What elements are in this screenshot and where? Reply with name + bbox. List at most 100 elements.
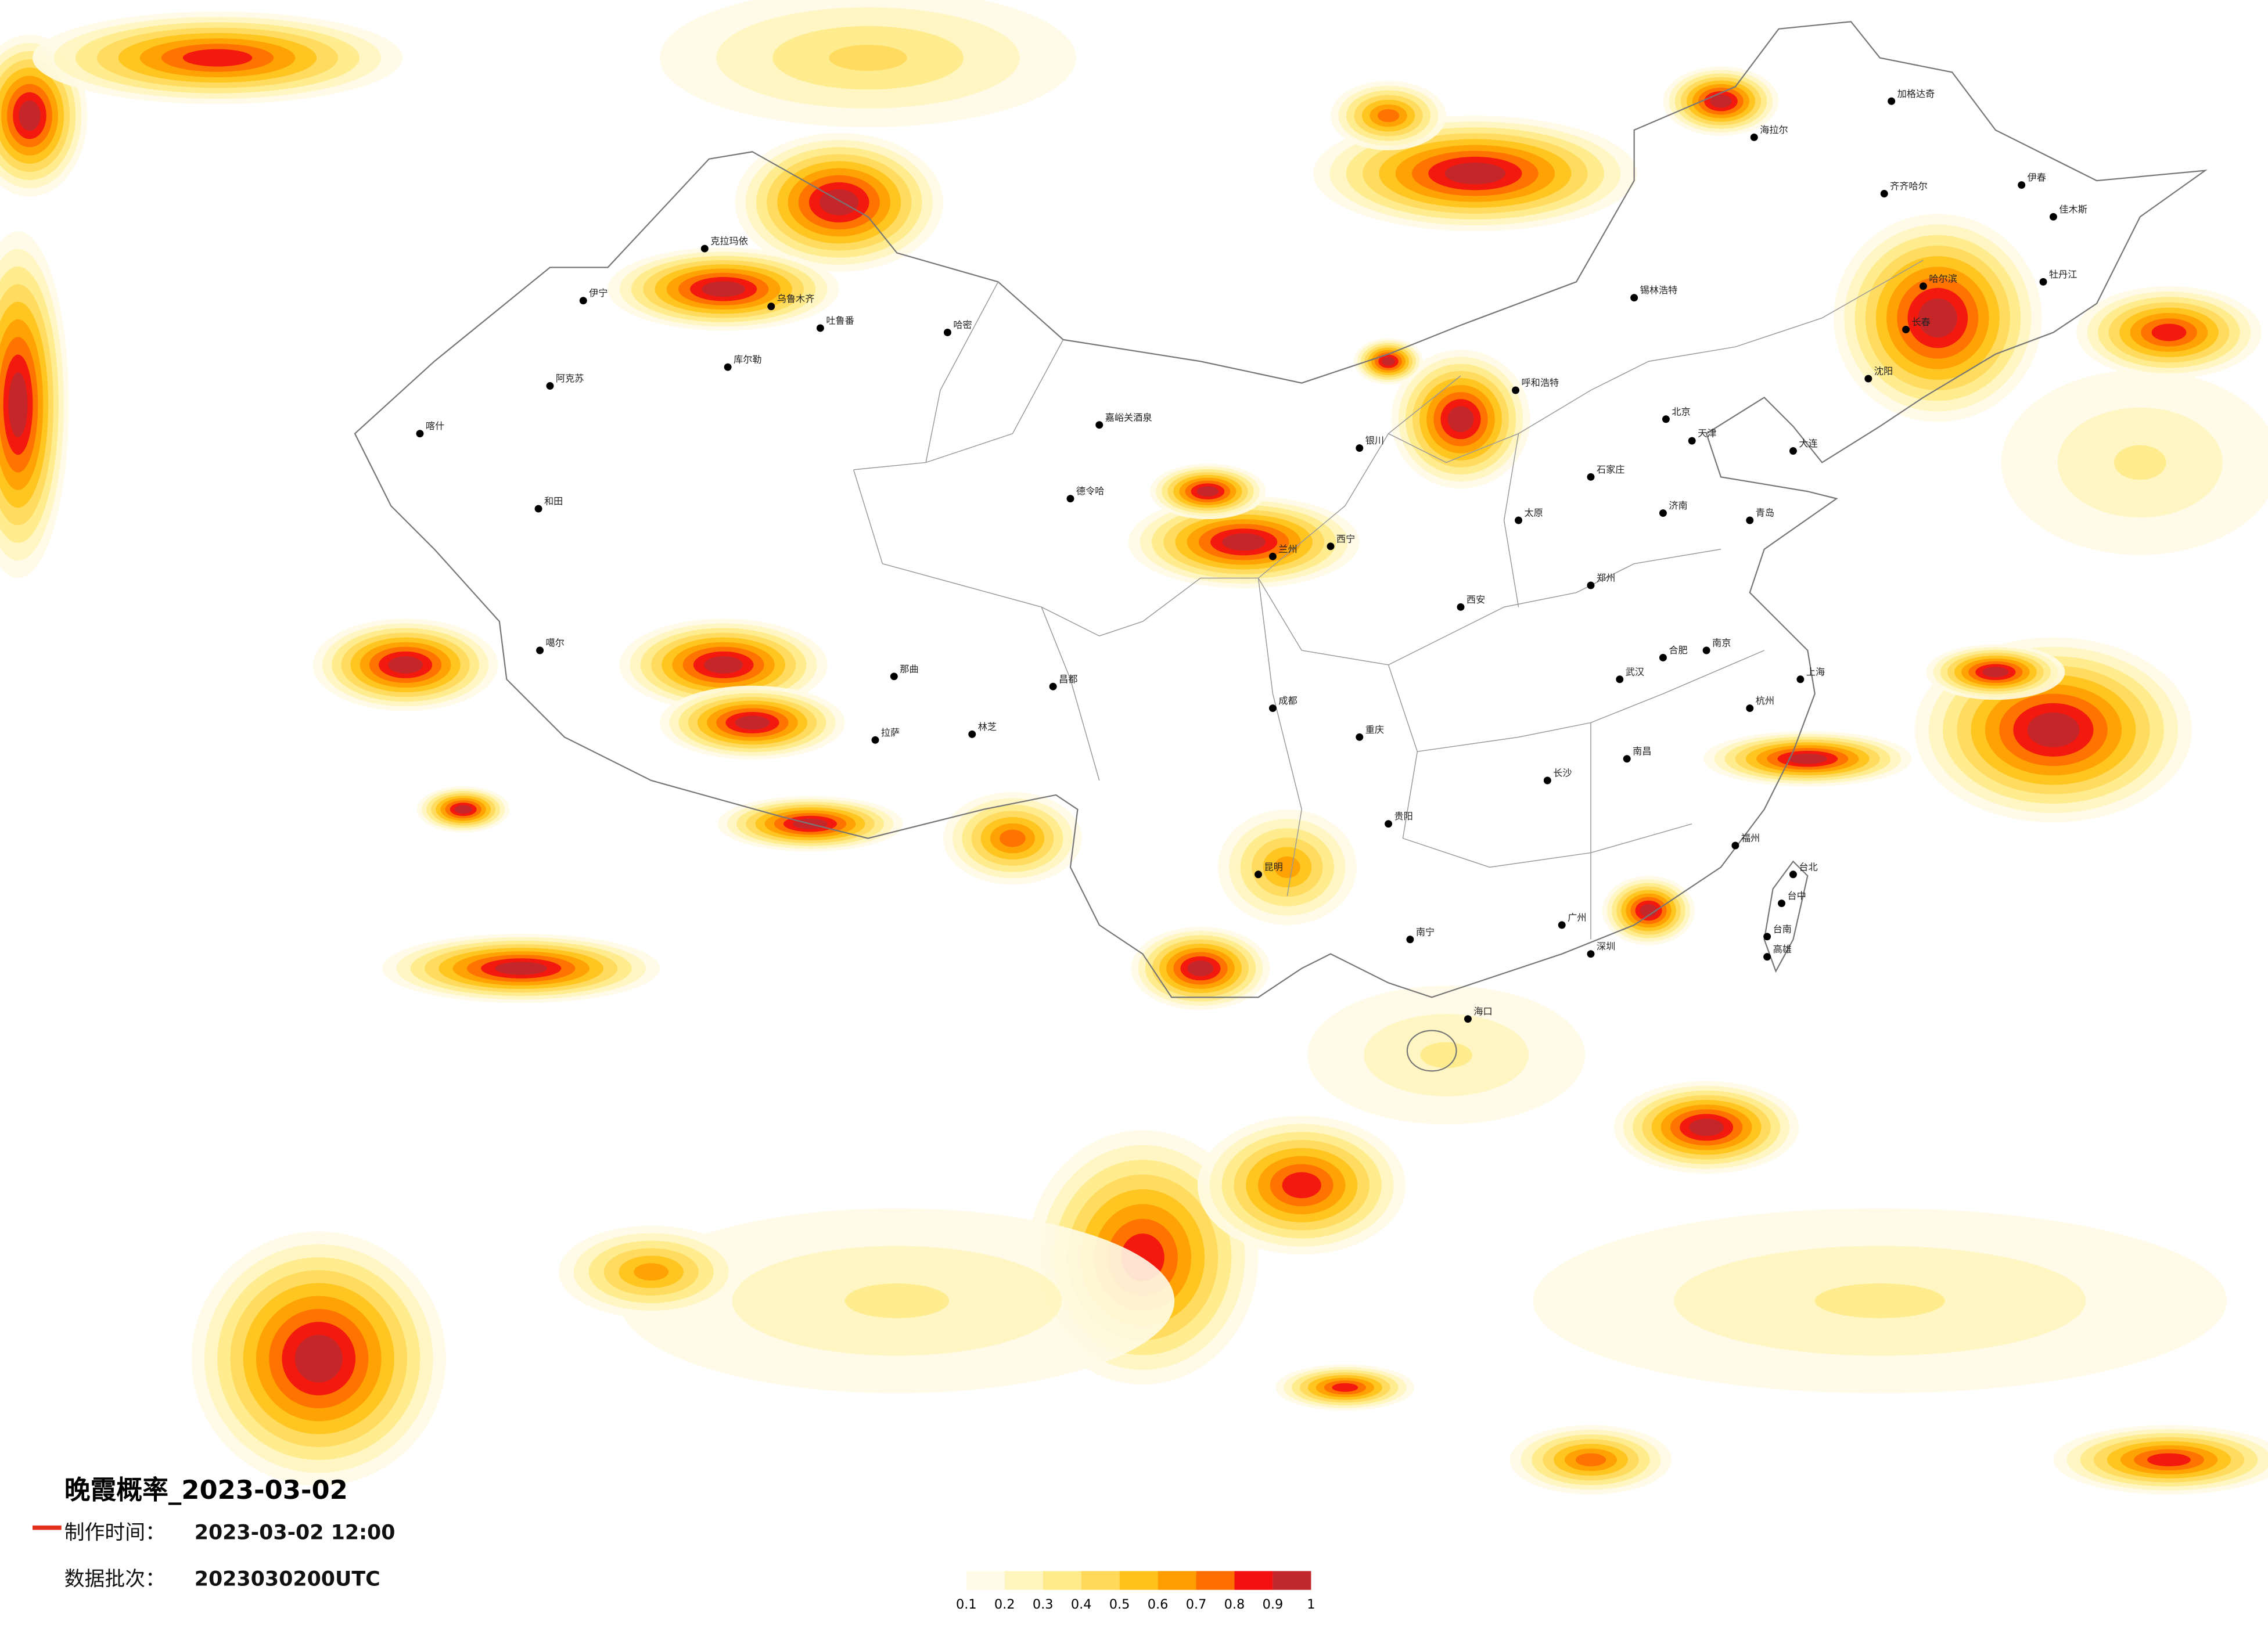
- probability-patch: [1918, 298, 1957, 338]
- legend-label: 0.1: [956, 1597, 977, 1612]
- probability-patch: [1222, 533, 1266, 551]
- city-dot: [1763, 953, 1771, 961]
- probability-patch: [1982, 667, 2009, 678]
- probability-patch: [294, 1334, 343, 1383]
- city-label: 哈尔滨: [1929, 273, 1957, 284]
- city-dot: [1356, 444, 1364, 452]
- city-dot: [1512, 386, 1520, 394]
- probability-patch: [634, 1263, 669, 1281]
- city-dot: [1731, 841, 1739, 850]
- city-dot: [871, 736, 879, 744]
- city-label: 高雄: [1773, 944, 1792, 955]
- probability-patch: [1282, 1172, 1321, 1199]
- probability-patch: [1640, 904, 1658, 918]
- city-label: 西安: [1467, 594, 1485, 605]
- city-label: 重庆: [1365, 724, 1384, 735]
- city-label: 银川: [1365, 435, 1384, 446]
- city-dot: [968, 730, 976, 738]
- city-label: 齐齐哈尔: [1890, 181, 1928, 192]
- city-dot: [1919, 282, 1927, 290]
- city-dot: [767, 303, 775, 311]
- city-label: 南京: [1712, 638, 1731, 649]
- legend-label: 0.4: [1071, 1597, 1092, 1612]
- city-label: 深圳: [1597, 941, 1615, 952]
- probability-patch: [2027, 713, 2080, 747]
- color-legend: 0.1 0.2 0.3 0.4 0.5 0.6 0.7 0.8 0.9 1: [956, 1571, 1315, 1612]
- city-dot: [700, 244, 709, 253]
- city-dot: [1327, 542, 1335, 551]
- city-dot: [1558, 921, 1566, 929]
- city-label: 福州: [1741, 833, 1760, 844]
- city-dot: [816, 324, 824, 332]
- city-dot: [1662, 415, 1670, 423]
- city-dot: [1543, 776, 1551, 785]
- probability-patch: [1444, 163, 1506, 185]
- probability-patch: [1689, 1118, 1724, 1136]
- city-label: 石家庄: [1597, 464, 1624, 475]
- city-label: 德令哈: [1076, 485, 1104, 497]
- city-label: 牡丹江: [2049, 269, 2077, 280]
- probability-patch: [844, 1283, 949, 1318]
- legend-label: 0.9: [1263, 1597, 1284, 1612]
- city-label: 武汉: [1626, 666, 1644, 677]
- probability-patch: [2147, 1453, 2191, 1466]
- probability-patch: [1382, 357, 1395, 366]
- city-dot: [1616, 675, 1624, 684]
- city-dot: [724, 363, 732, 371]
- city-label: 上海: [1806, 666, 1825, 677]
- city-dot: [1464, 1015, 1472, 1023]
- probability-patch: [454, 805, 472, 814]
- city-label: 伊宁: [589, 287, 608, 298]
- probability-patch: [829, 45, 907, 71]
- legend-label: 0.3: [1033, 1597, 1054, 1612]
- city-label: 台南: [1773, 923, 1792, 934]
- city-dot: [1587, 473, 1595, 481]
- probability-field: [0, 0, 2268, 1495]
- city-dot: [1778, 900, 1785, 908]
- city-dot: [1796, 675, 1805, 684]
- city-dot: [1902, 325, 1910, 333]
- city-dot: [1746, 516, 1754, 524]
- city-label: 林芝: [978, 721, 997, 732]
- city-label: 兰州: [1278, 544, 1297, 555]
- city-label: 克拉玛依: [710, 236, 748, 247]
- city-label: 大连: [1799, 438, 1817, 449]
- province-borders: [853, 260, 1924, 940]
- city-label: 海口: [1473, 1006, 1492, 1017]
- city-label: 喀什: [426, 420, 444, 431]
- country-outline: [354, 21, 2208, 1072]
- map-title: 晚霞概率_2023-03-02: [64, 1474, 348, 1505]
- city-label: 长沙: [1553, 768, 1572, 779]
- city-label: 济南: [1669, 500, 1687, 511]
- data-batch-value: 2023030200UTC: [195, 1567, 380, 1591]
- legend-swatch: [1196, 1571, 1235, 1590]
- legend-swatch: [1234, 1571, 1273, 1590]
- city-dot: [1864, 375, 1872, 383]
- city-dot: [1268, 704, 1277, 713]
- city-label: 海拉尔: [1760, 124, 1788, 135]
- city-dot: [1789, 870, 1797, 879]
- city-label: 青岛: [1756, 508, 1774, 519]
- city-dot: [1702, 646, 1710, 654]
- city-dot: [1255, 870, 1263, 879]
- city-dot: [1049, 682, 1057, 690]
- city-dot: [1457, 603, 1465, 611]
- city-label: 长春: [1912, 316, 1931, 328]
- city-dot: [1659, 653, 1667, 661]
- city-dot: [546, 382, 554, 390]
- probability-patch: [8, 372, 28, 437]
- probability-patch: [1274, 856, 1300, 878]
- probability-patch: [1814, 1283, 1945, 1318]
- city-label: 成都: [1278, 695, 1297, 706]
- production-time-value: 2023-03-02 12:00: [195, 1521, 396, 1545]
- city-dot: [1746, 704, 1754, 713]
- city-label: 佳木斯: [2059, 204, 2087, 215]
- probability-patch: [1187, 961, 1214, 976]
- city-dot: [2018, 181, 2026, 189]
- probability-patch: [182, 49, 253, 67]
- city-dot: [1356, 733, 1364, 741]
- data-batch-label: 数据批次：: [64, 1567, 166, 1591]
- city-label: 那曲: [900, 663, 918, 674]
- legend-label: 0.8: [1224, 1597, 1245, 1612]
